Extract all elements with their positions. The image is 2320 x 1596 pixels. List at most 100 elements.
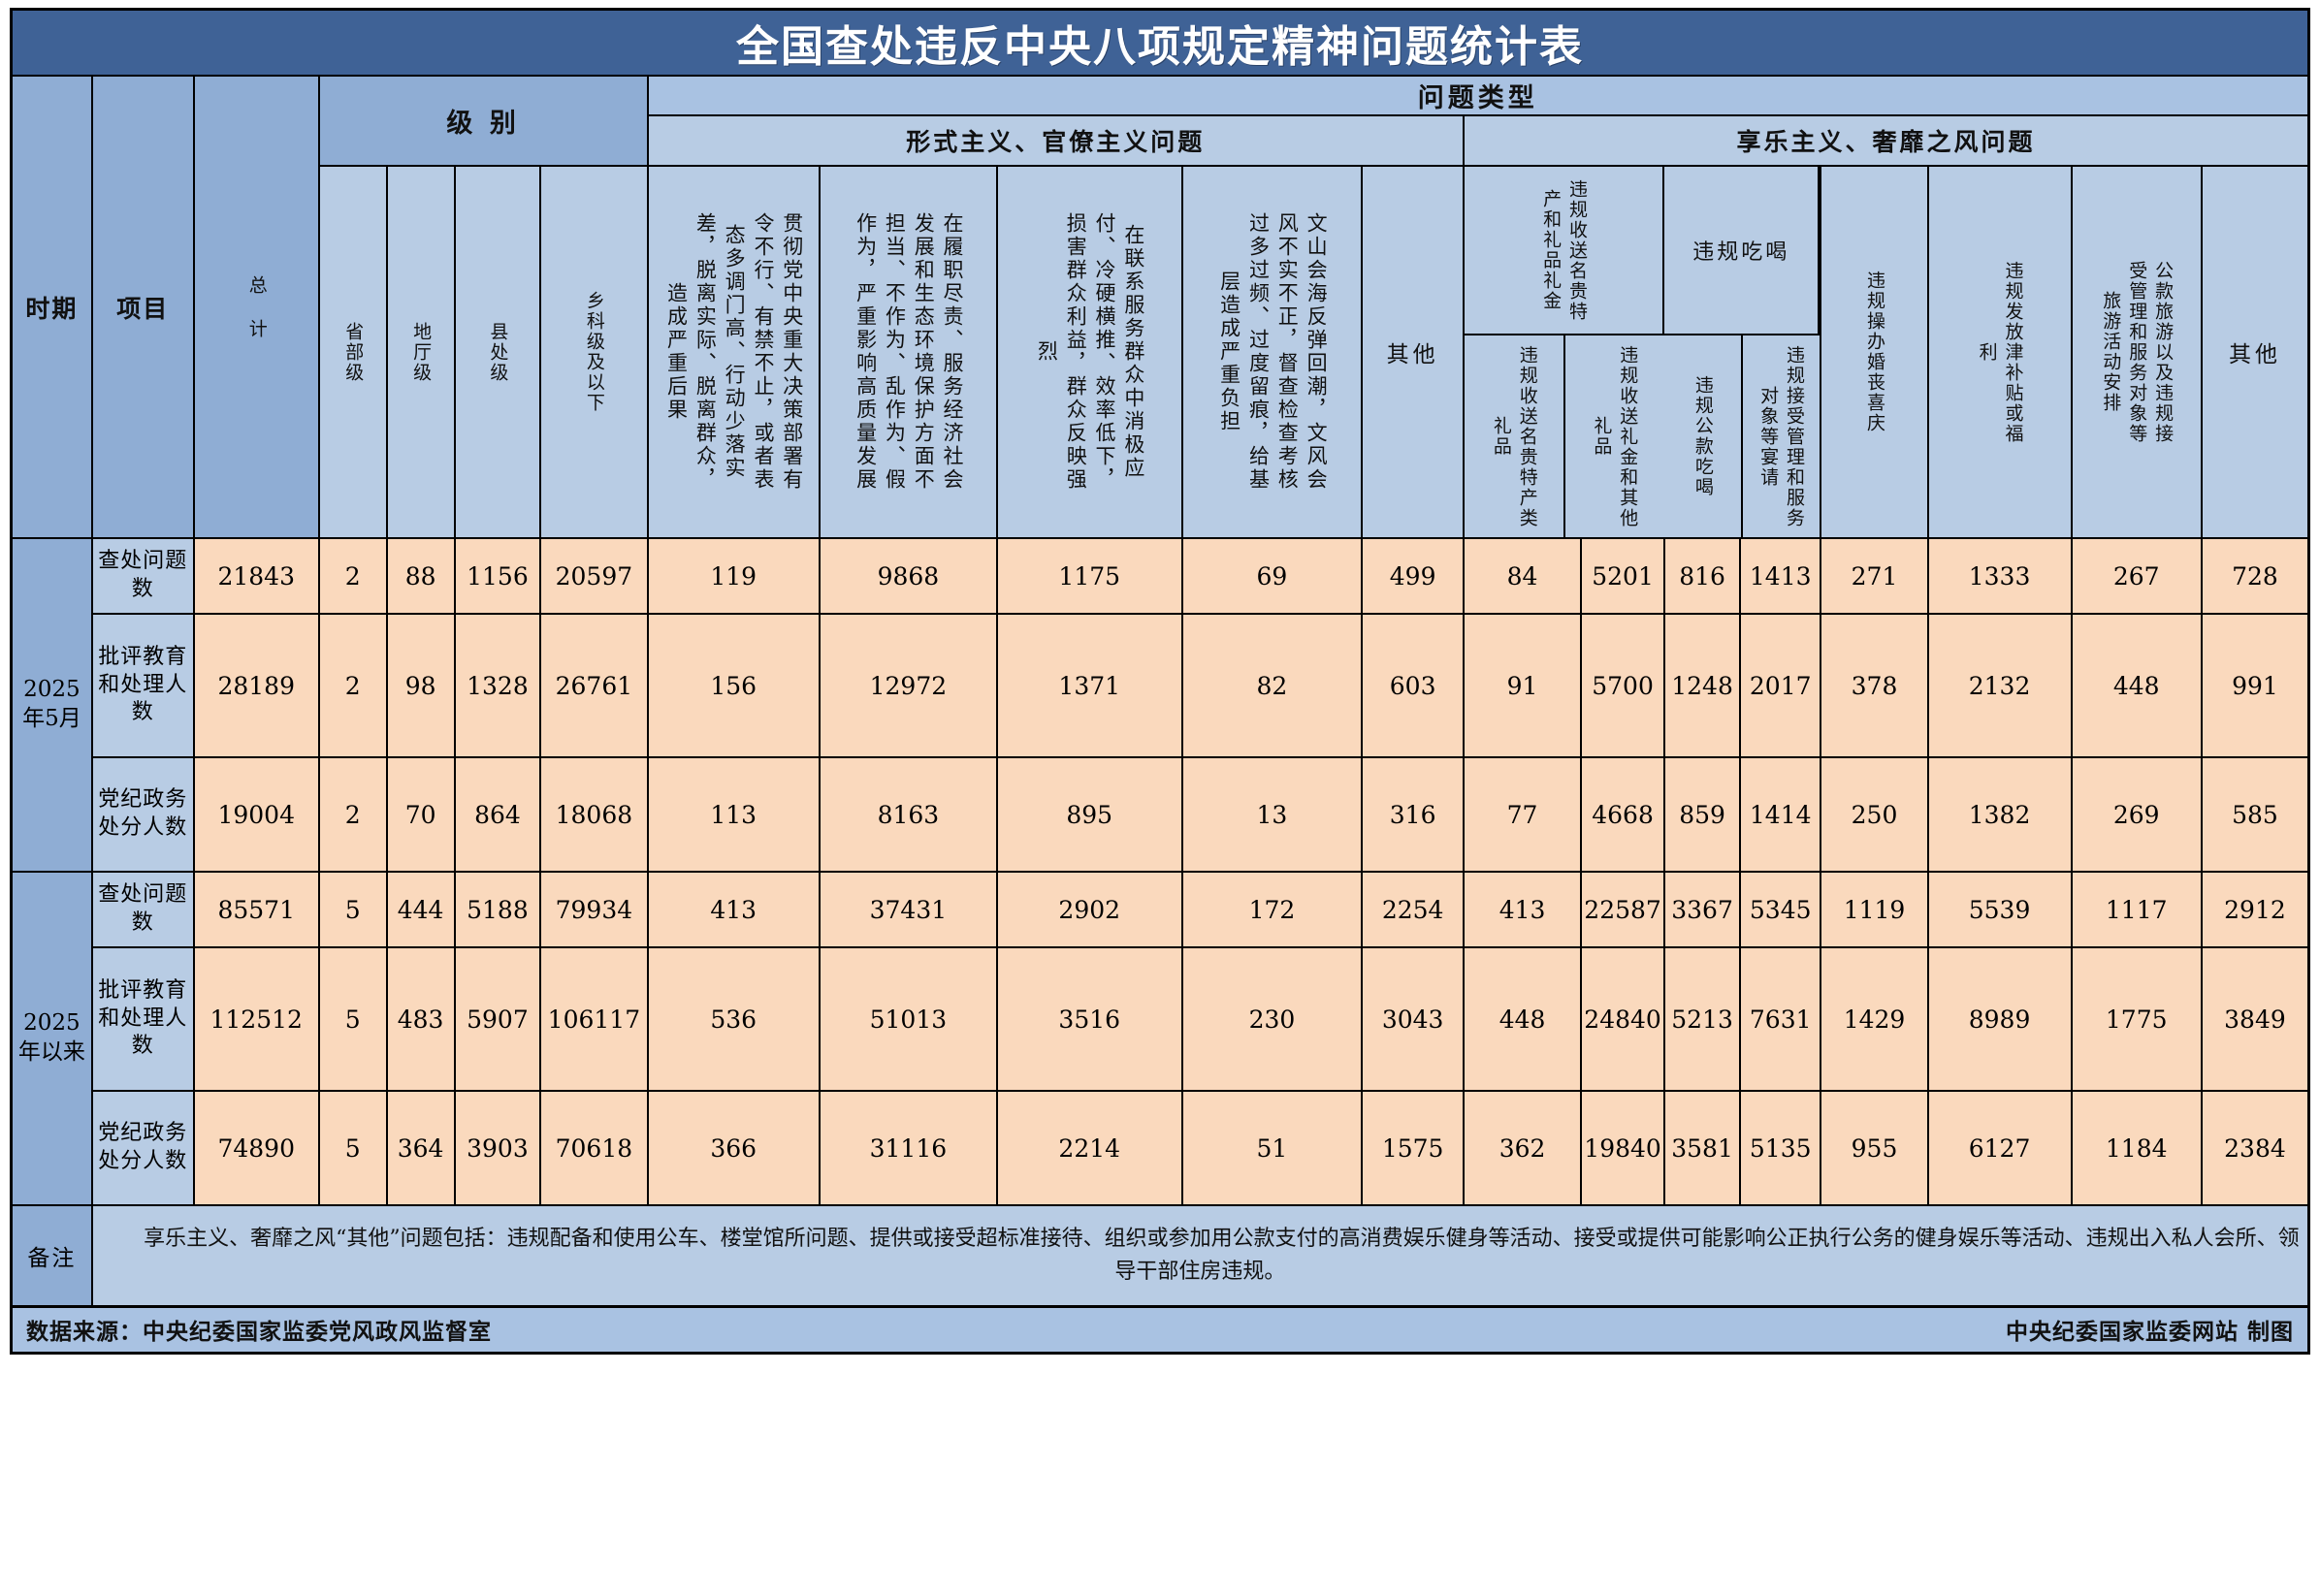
header-level-di-ting: 地厅级 xyxy=(385,165,456,539)
header-hedonism-other: 其他 xyxy=(2200,165,2310,539)
cell-formalism-1: 9868 xyxy=(818,537,998,615)
cell-total: 19004 xyxy=(192,756,320,873)
cell-formalism-4: 316 xyxy=(1361,756,1466,873)
source-left: 数据来源：中央纪委国家监委党风政风监督室 xyxy=(26,1320,492,1345)
cell-formalism-4: 499 xyxy=(1361,537,1466,615)
header-total-vertical: 总 计 xyxy=(245,274,268,339)
cell-hedonism-1: 24840 xyxy=(1580,946,1666,1092)
cell-level-1: 483 xyxy=(385,946,456,1092)
header-row-group: 时期 项目 总 计 级 别 问题类型 xyxy=(10,75,2310,539)
cell-hedonism-3: 2017 xyxy=(1739,613,1822,758)
cell-hedonism-3: 7631 xyxy=(1739,946,1822,1092)
cell-formalism-0: 536 xyxy=(646,946,821,1092)
row-item-label: 查处问题数 xyxy=(90,871,195,948)
header-level-xiang-ke: 乡科级及以下 xyxy=(539,165,649,539)
table-row: 2025年以来 查处问题数 85571 5 444 5188 79934 413… xyxy=(10,871,2310,1206)
cell-level-1: 70 xyxy=(385,756,456,873)
cell-level-1: 444 xyxy=(385,871,456,948)
header-level-xian-chu: 县处级 xyxy=(453,165,542,539)
cell-formalism-3: 69 xyxy=(1180,537,1364,615)
cell-formalism-4: 603 xyxy=(1361,613,1466,758)
table-row: 党纪政务处分人数 19004 2 70 864 18068 113 8163 8… xyxy=(12,756,2310,873)
cell-level-1: 88 xyxy=(385,537,456,615)
header-gift-sub-2: 违规收送礼金和其他礼品 xyxy=(1563,334,1664,537)
notes-text: 享乐主义、奢靡之风“其他”问题包括：违规配备和使用公车、楼堂馆所问题、提供或接受… xyxy=(90,1204,2310,1307)
cell-formalism-2: 2214 xyxy=(995,1090,1183,1206)
cell-formalism-0: 366 xyxy=(646,1090,821,1206)
cell-hedonism-5: 1382 xyxy=(1926,756,2073,873)
cell-hedonism-6: 1117 xyxy=(2070,871,2203,948)
cell-hedonism-7: 585 xyxy=(2200,756,2310,873)
header-formalism-col-other: 其他 xyxy=(1361,165,1466,539)
cell-formalism-1: 31116 xyxy=(818,1090,998,1206)
header-total: 总 计 xyxy=(192,75,320,539)
cell-hedonism-5: 5539 xyxy=(1926,871,2073,948)
cell-formalism-3: 230 xyxy=(1180,946,1364,1092)
cell-level-2: 864 xyxy=(453,756,542,873)
cell-hedonism-4: 1429 xyxy=(1820,946,1929,1092)
period-label-2025-ytd: 2025年以来 xyxy=(10,871,93,1206)
source-right: 中央纪委国家监委网站 制图 xyxy=(2005,1320,2294,1345)
header-problem-type-group: 问题类型 xyxy=(646,75,2310,116)
cell-hedonism-1: 5700 xyxy=(1580,613,1666,758)
cell-hedonism-0: 77 xyxy=(1463,756,1583,873)
cell-formalism-1: 8163 xyxy=(818,756,998,873)
cell-hedonism-6: 1775 xyxy=(2070,946,2203,1092)
cell-level-2: 5188 xyxy=(453,871,542,948)
table-row: 2025年5月 查处问题数 21843 2 88 1156 20597 119 … xyxy=(10,537,2310,873)
cell-hedonism-7: 2384 xyxy=(2200,1090,2310,1206)
cell-formalism-3: 51 xyxy=(1180,1090,1364,1206)
cell-hedonism-6: 1184 xyxy=(2070,1090,2203,1206)
cell-hedonism-2: 3367 xyxy=(1663,871,1742,948)
cell-hedonism-2: 1248 xyxy=(1663,613,1742,758)
period-label-2025-05: 2025年5月 xyxy=(10,537,93,873)
header-formalism-col-1: 贯彻党中央重大决策部署有令不行、有禁不止，或者表态多调门高、行动少落实差，脱离实… xyxy=(646,165,821,539)
header-dining-sub-2: 违规接受管理和服务对象等宴请 xyxy=(1740,334,1820,537)
header-hedonism-allowance: 违规发放津补贴或福利 xyxy=(1926,165,2073,539)
cell-hedonism-6: 448 xyxy=(2070,613,2203,758)
cell-hedonism-5: 1333 xyxy=(1926,537,2073,615)
header-formalism-group: 形式主义、官僚主义问题 xyxy=(646,114,1466,167)
header-row-families: 形式主义、官僚主义问题 享乐主义、奢靡之风问题 xyxy=(12,114,2310,167)
cell-hedonism-0: 362 xyxy=(1463,1090,1583,1206)
cell-formalism-2: 1175 xyxy=(995,537,1183,615)
cell-formalism-1: 12972 xyxy=(818,613,998,758)
cell-formalism-0: 156 xyxy=(646,613,821,758)
cell-hedonism-7: 728 xyxy=(2200,537,2310,615)
row-item-label: 查处问题数 xyxy=(90,537,195,615)
header-row-leaves: 省部级 地厅级 县处级 乡科级及以下 贯彻党中央 xyxy=(12,165,2310,539)
header-hedonism-group: 享乐主义、奢靡之风问题 xyxy=(1463,114,2310,167)
cell-formalism-4: 2254 xyxy=(1361,871,1466,948)
cell-level-0: 2 xyxy=(317,756,388,873)
header-gift-group: 违规收送名贵特产和礼品礼金 xyxy=(1465,167,1665,335)
table-row: 党纪政务处分人数 74890 5 364 3903 70618 366 3111… xyxy=(12,1090,2310,1206)
header-formalism-col-3: 在联系服务群众中消极应付、冷硬横推、效率低下，损害群众利益，群众反映强烈 xyxy=(995,165,1183,539)
cell-level-0: 5 xyxy=(317,871,388,948)
cell-level-0: 5 xyxy=(317,946,388,1092)
cell-level-1: 98 xyxy=(385,613,456,758)
cell-level-3: 26761 xyxy=(539,613,649,758)
cell-hedonism-4: 250 xyxy=(1820,756,1929,873)
cell-hedonism-1: 19840 xyxy=(1580,1090,1666,1206)
cell-hedonism-0: 448 xyxy=(1463,946,1583,1092)
cell-formalism-1: 37431 xyxy=(818,871,998,948)
header-formalism-col-2: 在履职尽责、服务经济社会发展和生态环境保护方面不担当、不作为、乱作为、假作为，严… xyxy=(818,165,998,539)
cell-hedonism-7: 2912 xyxy=(2200,871,2310,948)
header-level-group: 级 别 xyxy=(317,75,649,167)
source-bar: 数据来源：中央纪委国家监委党风政风监督室 中央纪委国家监委网站 制图 xyxy=(10,1307,2310,1355)
cell-hedonism-6: 269 xyxy=(2070,756,2203,873)
cell-total: 21843 xyxy=(192,537,320,615)
row-item-label: 党纪政务处分人数 xyxy=(90,756,195,873)
cell-total: 85571 xyxy=(192,871,320,948)
cell-formalism-4: 1575 xyxy=(1361,1090,1466,1206)
cell-total: 74890 xyxy=(192,1090,320,1206)
header-formalism-col-4: 文山会海反弹回潮，文风会风不实不正，督查检查考核过多过频、过度留痕，给基层造成严… xyxy=(1180,165,1364,539)
statistics-table: 全国查处违反中央八项规定精神问题统计表 时期 项目 总 计 级 别 问题类型 形… xyxy=(10,8,2310,1308)
cell-hedonism-0: 84 xyxy=(1463,537,1583,615)
cell-hedonism-7: 3849 xyxy=(2200,946,2310,1092)
header-level-sheng-bu: 省部级 xyxy=(317,165,388,539)
cell-hedonism-5: 8989 xyxy=(1926,946,2073,1092)
cell-formalism-0: 119 xyxy=(646,537,821,615)
cell-hedonism-5: 6127 xyxy=(1926,1090,2073,1206)
cell-hedonism-7: 991 xyxy=(2200,613,2310,758)
